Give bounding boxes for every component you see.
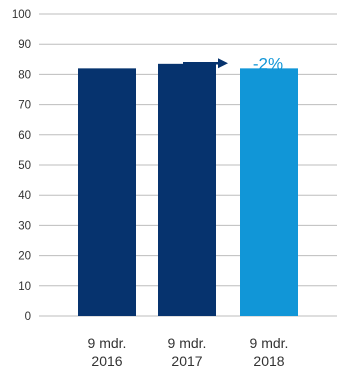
- y-axis-ticks: 0 10 20 30 40 50 60 70 80 90 100: [12, 9, 31, 323]
- annotation-arrow-head: [218, 58, 228, 69]
- y-tick-label: 100: [12, 9, 31, 21]
- bar-9-mdr-2018: [240, 68, 298, 316]
- y-tick-label: 30: [18, 220, 31, 232]
- y-tick-label: 10: [18, 281, 31, 293]
- x-category-label: 2018: [253, 353, 284, 369]
- annotation: -2%: [183, 54, 283, 73]
- bars: [78, 63, 298, 316]
- annotation-change-label: -2%: [253, 54, 283, 73]
- y-tick-label: 90: [18, 39, 31, 51]
- x-category-label: 2016: [91, 353, 122, 369]
- y-tick-label: 40: [18, 190, 31, 202]
- y-tick-label: 60: [18, 130, 31, 142]
- x-category-label: 9 mdr.: [250, 335, 289, 351]
- y-tick-label: 80: [18, 69, 31, 81]
- x-category-label: 2017: [171, 353, 202, 369]
- y-tick-label: 0: [25, 311, 31, 323]
- bar-9-mdr-2016: [78, 68, 136, 316]
- x-category-label: 9 mdr.: [168, 335, 207, 351]
- x-axis-labels: 9 mdr. 2016 9 mdr. 2017 9 mdr. 2018: [88, 335, 289, 369]
- bar-9-mdr-2017: [158, 63, 216, 316]
- y-tick-label: 70: [18, 100, 31, 112]
- y-tick-label: 20: [18, 251, 31, 263]
- x-category-label: 9 mdr.: [88, 335, 127, 351]
- y-tick-label: 50: [18, 160, 31, 172]
